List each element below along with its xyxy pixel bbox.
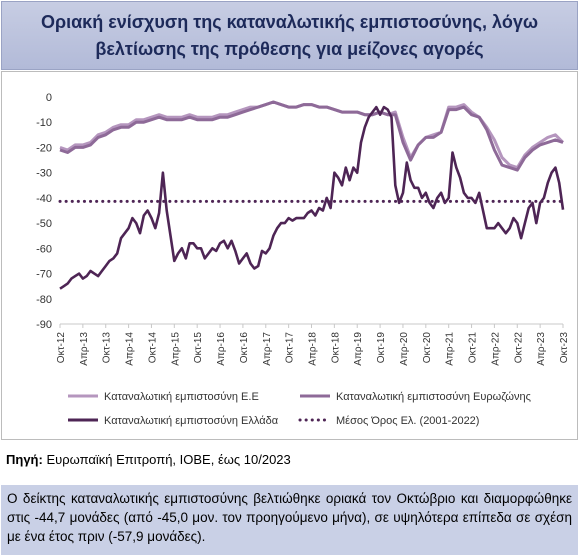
x-tick-label: Απρ-15 (170, 332, 181, 366)
x-tick-label: Απρ-17 (262, 332, 273, 366)
x-tick-label: Απρ-20 (399, 332, 410, 366)
summary-text: Ο δείκτης καταναλωτικής εμπιστοσύνης βελ… (7, 491, 572, 544)
y-tick-label: -30 (36, 168, 52, 180)
x-tick-label: Οκτ-22 (513, 332, 524, 364)
legend-label-euro: Καταναλωτική εμπιστοσύνη Ευρωζώνης (336, 391, 531, 403)
x-tick-label: Οκτ-23 (559, 332, 570, 364)
x-tick-label: Οκτ-12 (56, 332, 67, 364)
y-tick-label: -80 (36, 294, 52, 306)
x-tick-label: Απρ-21 (445, 332, 456, 366)
source-label: Πηγή: (6, 452, 43, 467)
x-tick-label: Απρ-18 (308, 332, 319, 366)
x-tick-label: Οκτ-20 (422, 332, 433, 364)
chart-area: 0 -10 -20 -30 -40 -50 -60 -70 -80 -90 Οκτ-12 Απρ-13… (1, 71, 578, 440)
x-tick-label: Απρ-13 (79, 332, 90, 366)
legend-label-eu: Καταναλωτική εμπιστοσύνη Ε.Ε (104, 391, 259, 403)
series-greece-line (59, 105, 565, 290)
x-tick-label: Οκτ-19 (376, 332, 387, 364)
y-tick-label: -50 (36, 218, 52, 230)
x-tick-label: Απρ-19 (353, 332, 364, 366)
x-tick-label: Απρ-14 (125, 332, 136, 366)
y-tick-label: -10 (36, 117, 52, 129)
chart-title-line-2: βελτίωσης της πρόθεσης για μείζονες αγορ… (95, 39, 484, 59)
title-band: Οριακή ενίσχυση της καταναλωτικής εμπιστ… (1, 1, 578, 70)
x-tick-label: Οκτ-14 (147, 332, 158, 364)
line-chart: 0 -10 -20 -30 -40 -50 -60 -70 -80 -90 Οκτ-12 Απρ-13… (36, 92, 570, 427)
series-euro-line (59, 100, 564, 172)
chart-title-line-1: Οριακή ενίσχυση της καταναλωτικής εμπιστ… (40, 12, 539, 32)
y-tick-label: -20 (36, 142, 52, 154)
x-tick-label: Απρ-23 (536, 332, 547, 366)
y-tick-label: -70 (36, 269, 52, 281)
x-tick-label: Οκτ-21 (468, 332, 479, 364)
source-text: Ευρωπαϊκή Επιτροπή, IOBE, έως 10/2023 (42, 452, 291, 467)
y-tick-label: -40 (36, 193, 52, 205)
x-tick-label: Οκτ-16 (239, 332, 250, 364)
legend-label-mean: Μέσος Όρος Ελ. (2001-2022) (336, 415, 479, 427)
summary-note: Ο δείκτης καταναλωτικής εμπιστοσύνης βελ… (1, 485, 578, 555)
legend-label-greece: Καταναλωτική εμπιστοσύνη Ελλάδα (104, 415, 279, 427)
y-tick-label: -60 (36, 243, 52, 255)
x-tick-label: Οκτ-15 (193, 332, 204, 364)
x-tick-label: Απρ-16 (216, 332, 227, 366)
x-tick-label: Οκτ-18 (330, 332, 341, 364)
y-tick-label: 0 (46, 92, 52, 104)
y-tick-label: -90 (36, 319, 52, 331)
x-tick-label: Οκτ-17 (285, 332, 296, 364)
x-tick-label: Απρ-22 (490, 332, 501, 366)
x-tick-label: Οκτ-13 (102, 332, 113, 364)
source-line: Πηγή: Ευρωπαϊκή Επιτροπή, IOBE, έως 10/2… (6, 452, 291, 467)
